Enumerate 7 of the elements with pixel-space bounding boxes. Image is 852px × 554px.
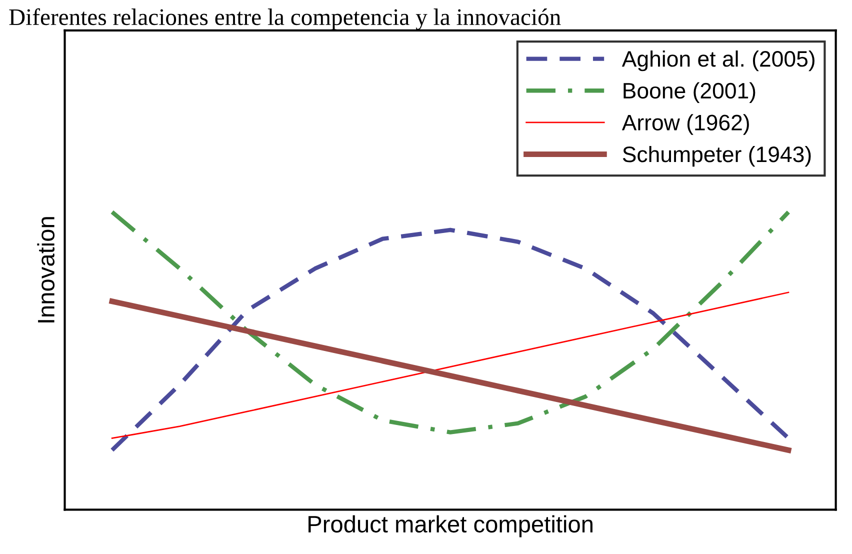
chart-title: Diferentes relaciones entre la competencia y la innovación <box>9 8 561 30</box>
legend-label: Schumpeter (1943) <box>622 146 811 167</box>
legend-label: Boone (2001) <box>624 82 756 103</box>
y-axis-title: Innovation <box>37 217 55 322</box>
x-axis-title: Product market competition <box>308 515 592 538</box>
legend-label: Aghion et al. (2005) <box>622 50 814 72</box>
legend-label: Arrow (1962) <box>622 114 749 135</box>
